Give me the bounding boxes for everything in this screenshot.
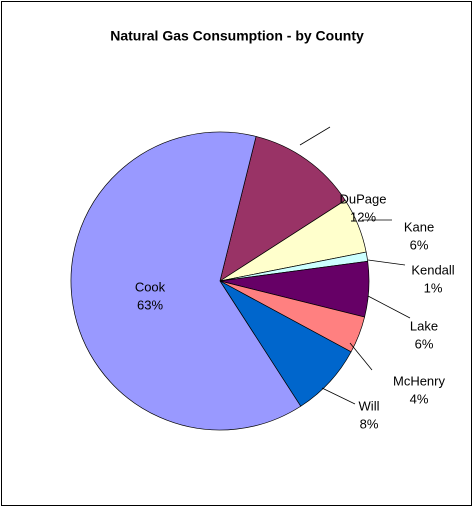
slice-label: McHenry: [393, 373, 446, 388]
pie-slice: [70, 131, 302, 431]
slice-value-label: 12%: [350, 209, 376, 224]
slice-label: Will: [359, 398, 380, 413]
leader-line: [321, 387, 356, 405]
slice-label: Kendall: [411, 262, 454, 277]
slice-value-label: 63%: [137, 297, 163, 312]
slice-label: Lake: [410, 318, 438, 333]
slice-value-label: 1%: [424, 280, 443, 295]
pie-slice: [219, 136, 346, 282]
slice-value-label: 6%: [410, 237, 429, 252]
chart-title: Natural Gas Consumption - by County: [110, 28, 364, 44]
slice-value-label: 6%: [415, 336, 434, 351]
leader-line: [349, 342, 373, 371]
slice-value-label: 8%: [360, 416, 379, 431]
leader-line: [367, 259, 406, 266]
leader-line: [299, 126, 331, 146]
leader-line: [367, 295, 411, 319]
slice-label: DuPage: [340, 191, 387, 206]
slice-label: Kane: [404, 219, 434, 234]
slice-value-label: 4%: [410, 391, 429, 406]
slice-label: Cook: [135, 279, 166, 294]
